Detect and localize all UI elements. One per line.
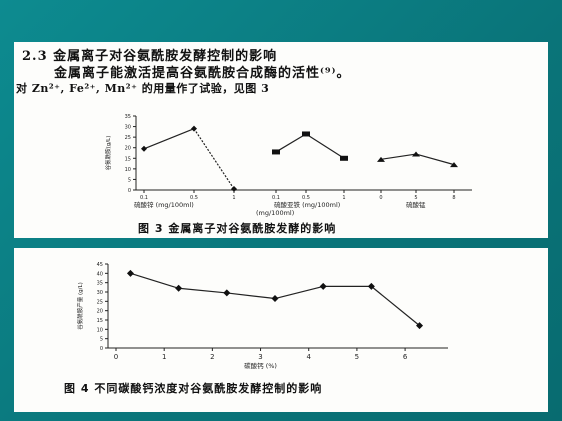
figure-3-caption: 图 3 金属离子对谷氨酰胺发酵的影响 — [138, 222, 337, 235]
figure-4-panel: 0 5 10 15 20 25 30 35 40 45 0 1 2 3 4 5 6 谷氨酰胺产量 (g/L) 碳酸钙… — [14, 248, 548, 412]
x-tick-label: 0 — [114, 353, 118, 361]
x-axis-label: 碳酸钙 (%) — [244, 361, 277, 370]
series-line — [130, 272, 179, 289]
y-tick-label: 30 — [97, 290, 103, 296]
series-line — [178, 287, 227, 294]
x-tick-label: 0.1 — [140, 195, 148, 201]
y-tick-label: 0 — [100, 346, 103, 352]
data-point — [319, 282, 327, 290]
series-line — [226, 292, 276, 300]
series-line — [193, 128, 235, 190]
x-tick-label: 2 — [210, 353, 214, 361]
x-tick-label: 5 — [414, 195, 417, 201]
data-point — [412, 151, 420, 157]
section-heading: 2.3 金属离子对谷氨酰胺发酵控制的影响 — [22, 49, 278, 64]
series-line — [305, 133, 345, 159]
data-point — [450, 162, 458, 168]
y-tick-label: 35 — [125, 114, 131, 120]
data-point — [340, 155, 348, 161]
x-tick-label: 0.5 — [190, 195, 198, 201]
data-point — [223, 289, 231, 297]
y-tick-label: 20 — [97, 309, 103, 315]
y-tick-label: 35 — [97, 281, 103, 287]
x-tick-label: 1 — [342, 195, 345, 201]
y-tick-label: 10 — [125, 167, 131, 173]
data-point — [416, 322, 424, 330]
x-tick-label: 1 — [232, 195, 235, 201]
series-line — [274, 285, 324, 300]
y-tick-label: 45 — [97, 262, 103, 268]
y-axis-label: 谷氨酰胺(g/L) — [104, 136, 112, 171]
data-point — [272, 149, 280, 155]
y-tick-label: 5 — [100, 337, 103, 343]
x-axis-label-zinc: 硫酸锌 (mg/100ml) — [134, 200, 194, 209]
x-axis-label-manganese: 硫酸锰 — [406, 200, 426, 209]
x-tick-label: 5 — [355, 353, 359, 361]
data-point — [377, 156, 385, 162]
data-point — [367, 282, 375, 290]
x-tick-label: 6 — [403, 353, 408, 361]
data-point — [126, 269, 134, 277]
y-tick-label: 5 — [128, 177, 131, 183]
y-tick-label: 30 — [125, 125, 131, 131]
data-point — [302, 131, 310, 137]
x-tick-label: 1 — [162, 353, 166, 361]
x-axis-label-unit: (mg/100ml) — [256, 209, 294, 217]
y-tick-label: 20 — [125, 146, 131, 152]
x-tick-label: 8 — [452, 195, 455, 201]
series-line — [143, 128, 195, 150]
y-tick-label: 40 — [97, 271, 103, 277]
y-tick-label: 10 — [97, 327, 103, 333]
x-tick-label: 4 — [306, 353, 311, 361]
data-point — [191, 125, 197, 132]
x-tick-label: 0 — [379, 195, 382, 201]
data-point — [231, 185, 237, 192]
y-tick-label: 15 — [97, 318, 103, 324]
y-tick-label: 15 — [125, 156, 131, 162]
x-tick-label: 0.5 — [302, 195, 310, 201]
body-text-line-1: 金属离子能激活提高谷氨酰胺合成酶的活性⁽⁹⁾。 — [54, 66, 351, 81]
y-tick-label: 0 — [128, 188, 131, 194]
x-tick-label: 0.1 — [272, 195, 280, 201]
data-point — [271, 295, 279, 303]
body-text-line-2: 对 Zn²⁺, Fe²⁺, Mn²⁺ 的用量作了试验，见图 3 — [16, 82, 270, 95]
x-tick-label: 3 — [258, 353, 262, 361]
series-line — [275, 133, 307, 153]
series-line — [380, 153, 417, 160]
y-tick-label: 25 — [97, 299, 103, 305]
series-line — [370, 285, 420, 327]
x-axis-label-iron: 硫酸亚铁 (mg/100ml) — [274, 200, 340, 209]
y-axis-label: 谷氨酰胺产量 (g/L) — [76, 282, 84, 329]
y-tick-label: 25 — [125, 135, 131, 141]
figure-3-panel: 2.3 金属离子对谷氨酰胺发酵控制的影响 金属离子能激活提高谷氨酰胺合成酶的活性… — [14, 42, 548, 238]
series-line — [415, 153, 455, 166]
data-point — [141, 145, 147, 152]
figure-4-caption: 图 4 不同碳酸钙浓度对谷氨酰胺发酵控制的影响 — [64, 382, 323, 395]
data-point — [175, 284, 183, 292]
